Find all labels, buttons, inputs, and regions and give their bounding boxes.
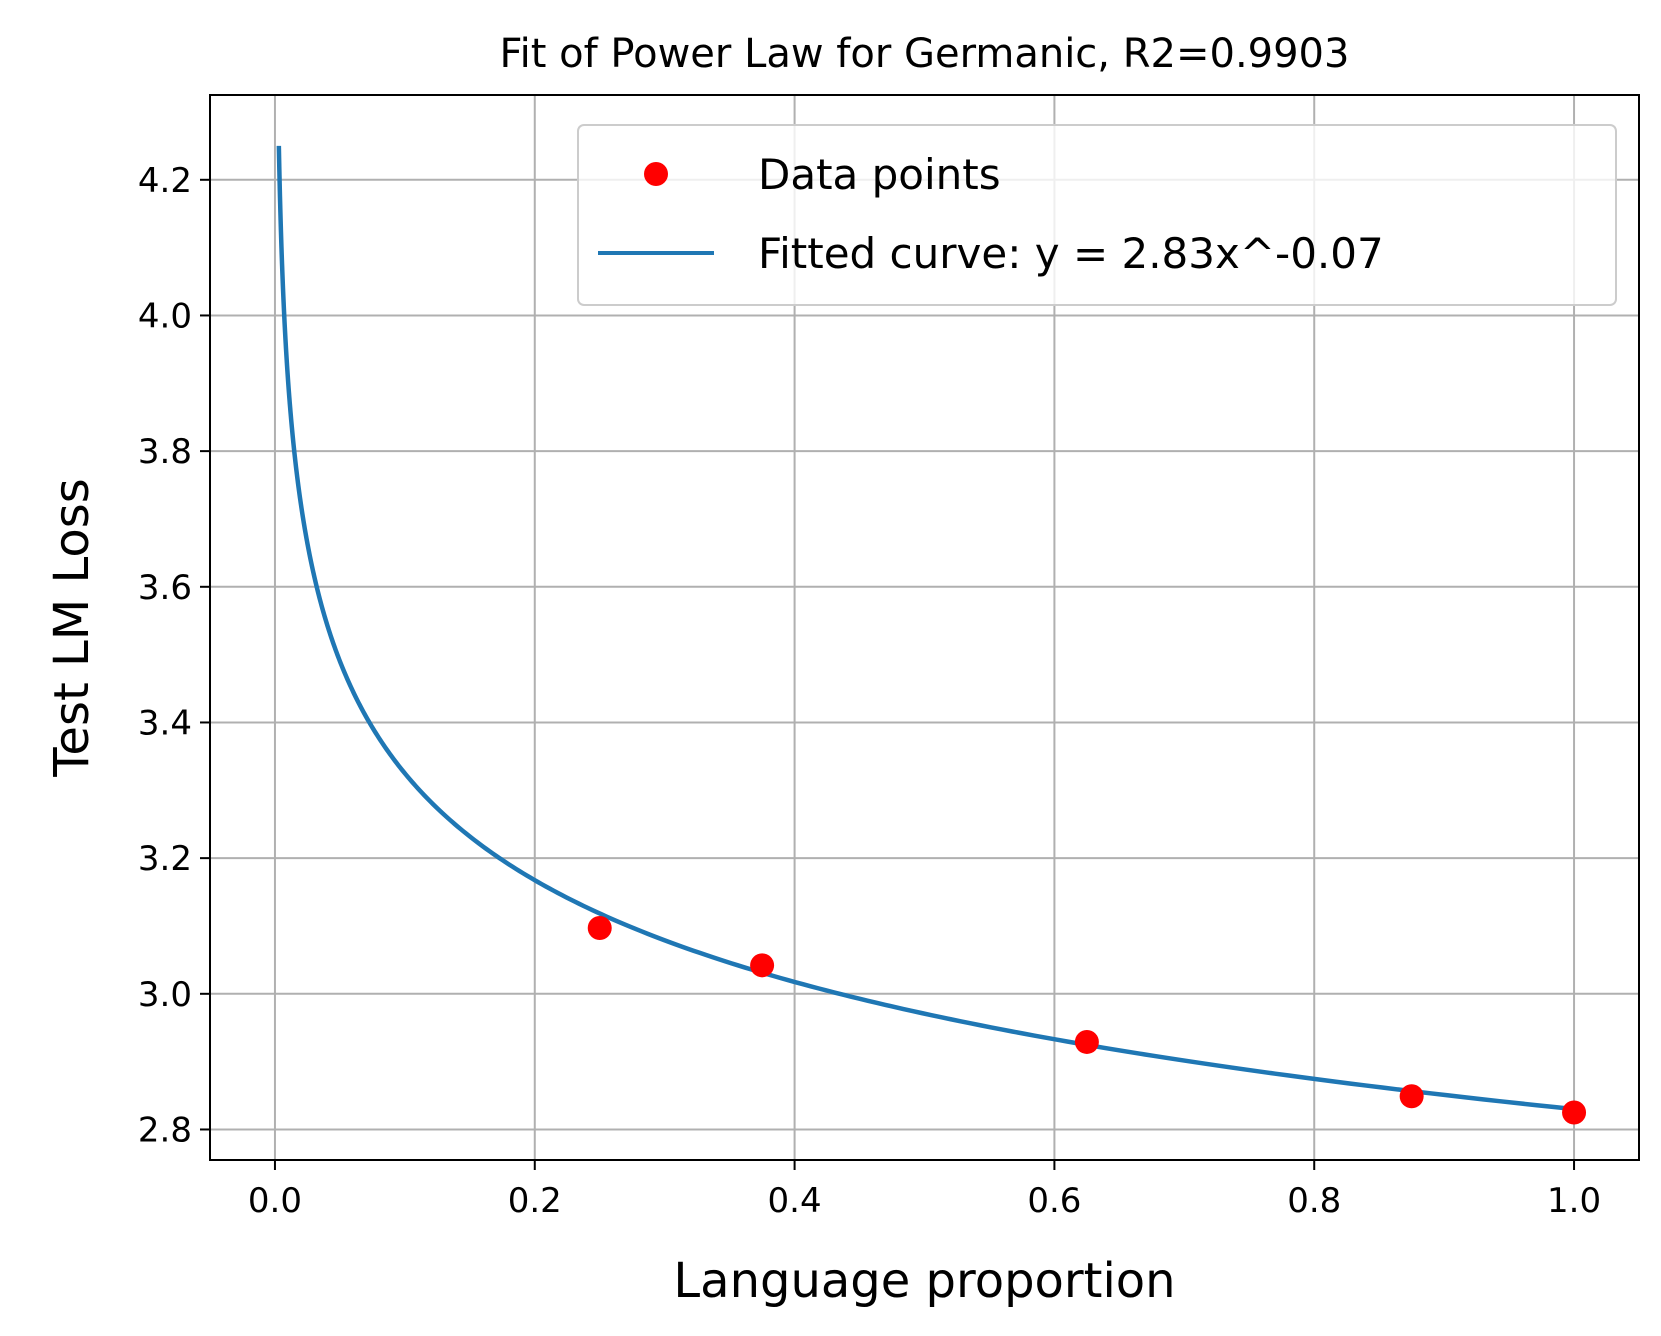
- legend: Data points Fitted curve: y = 2.83x^-0.0…: [577, 124, 1617, 306]
- legend-label-fitted-curve: Fitted curve: y = 2.83x^-0.07: [758, 229, 1384, 278]
- y-tick-label: 2.8: [138, 1110, 192, 1150]
- legend-box: [577, 124, 1617, 306]
- x-tick-label: 1.0: [1547, 1181, 1601, 1221]
- y-tick-label: 3.0: [138, 975, 192, 1015]
- plot-frame: [209, 94, 1640, 1161]
- data-point: [1562, 1100, 1587, 1125]
- data-point: [750, 953, 775, 978]
- data-point: [587, 916, 612, 941]
- chart-title: Fit of Power Law for Germanic, R2=0.9903: [500, 31, 1350, 77]
- data-point: [1399, 1084, 1424, 1109]
- y-tick-label: 3.6: [138, 568, 192, 608]
- x-tick-label: 0.2: [508, 1181, 562, 1221]
- x-tick-label: 0.6: [1027, 1181, 1081, 1221]
- y-axis-title: Test LM Loss: [44, 478, 100, 777]
- data-point: [1074, 1029, 1099, 1054]
- x-tick-label: 0.0: [248, 1181, 302, 1221]
- x-tick-label: 0.4: [768, 1181, 822, 1221]
- legend-marker-data-points: [644, 162, 668, 186]
- x-tick-label: 0.8: [1287, 1181, 1341, 1221]
- legend-label-data-points: Data points: [758, 150, 1001, 199]
- y-tick-label: 4.2: [138, 161, 192, 201]
- axis-ticks: 0.0 0.2 0.4 0.6 0.8 1.0 2.8 3.0 3.2 3.4 3.6 3.8 4.0 4…: [138, 161, 1601, 1221]
- x-axis-title: Language proportion: [673, 1253, 1175, 1309]
- y-tick-label: 3.4: [138, 703, 192, 743]
- y-tick-label: 4.0: [138, 296, 192, 336]
- y-tick-label: 3.8: [138, 432, 192, 472]
- y-tick-label: 3.2: [138, 839, 192, 879]
- data-points-layer: [587, 916, 1587, 1125]
